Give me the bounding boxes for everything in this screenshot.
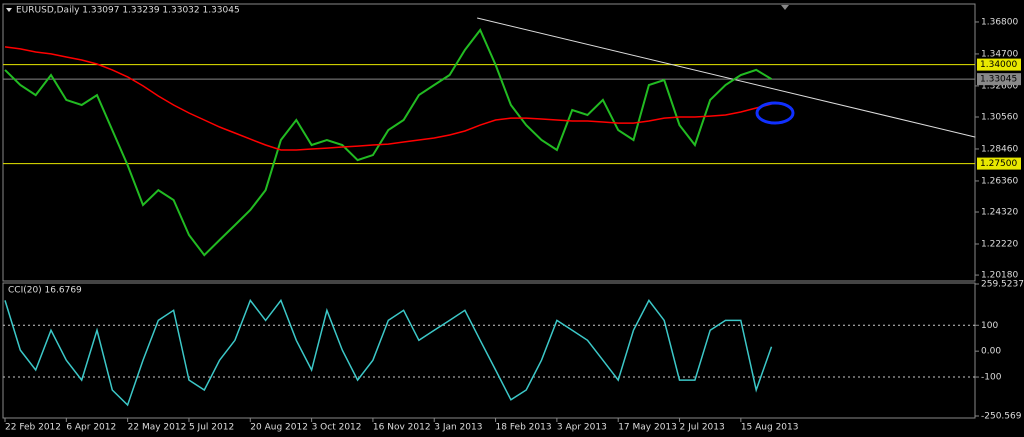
x-tick-label: 3 Apr 2013 (557, 423, 607, 433)
x-tick-label: 5 Jul 2012 (189, 423, 234, 433)
y-tick-label: 1.30560 (981, 112, 1018, 122)
x-tick-label: 15 Aug 2013 (741, 423, 799, 433)
x-tick-label: 22 Feb 2012 (5, 423, 61, 433)
y-tick-label: 1.24320 (981, 208, 1018, 218)
y-tick-label: 259.5237 (981, 280, 1024, 290)
y-tick-label: -250.569 (981, 412, 1022, 422)
x-tick-label: 22 May 2012 (128, 423, 187, 433)
y-tick-label: 1.20180 (981, 271, 1018, 281)
level-label-box (977, 58, 1021, 71)
level-label: 1.27500 (980, 159, 1017, 169)
series-line (4, 28, 773, 257)
level-label-box (977, 157, 1021, 170)
cci-panel (2, 282, 976, 419)
y-tick-label: 1.28460 (981, 144, 1018, 154)
main-panel (2, 3, 976, 282)
x-tick-label: 2 Jul 2013 (680, 423, 725, 433)
chart-title: EURUSD,Daily 1.33097 1.33239 1.33032 1.3… (16, 6, 240, 16)
y-tick-label: 1.36800 (981, 17, 1018, 27)
y-tick-label: 0.00 (981, 347, 1001, 357)
series-line (4, 298, 773, 407)
level-label-box (977, 73, 1021, 86)
level-label: 1.34000 (980, 60, 1017, 70)
level-label: 1.33045 (980, 75, 1017, 85)
x-tick-label: 17 May 2013 (618, 423, 677, 433)
shift-marker (781, 5, 789, 10)
y-tick-label: 1.34700 (981, 49, 1018, 59)
x-tick-label: 3 Jan 2013 (434, 423, 482, 433)
x-tick-label: 20 Aug 2012 (250, 423, 308, 433)
highlight-circle (755, 101, 795, 125)
y-tick-label: 1.22220 (981, 239, 1018, 249)
y-tick-label: -100 (981, 373, 1002, 383)
x-tick-label: 18 Feb 2013 (496, 423, 552, 433)
x-tick-label: 6 Apr 2012 (66, 423, 116, 433)
series-line (4, 46, 772, 151)
menu-icon[interactable] (6, 8, 12, 12)
y-tick-label: 100 (981, 321, 998, 331)
x-tick-label: 16 Nov 2012 (373, 423, 431, 433)
trendline (477, 17, 976, 138)
indicator-title: CCI(20) 16.6769 (8, 286, 82, 296)
x-tick-label: 3 Oct 2012 (312, 423, 362, 433)
y-tick-label: 1.32600 (981, 81, 1018, 91)
y-tick-label: 1.26360 (981, 176, 1018, 186)
